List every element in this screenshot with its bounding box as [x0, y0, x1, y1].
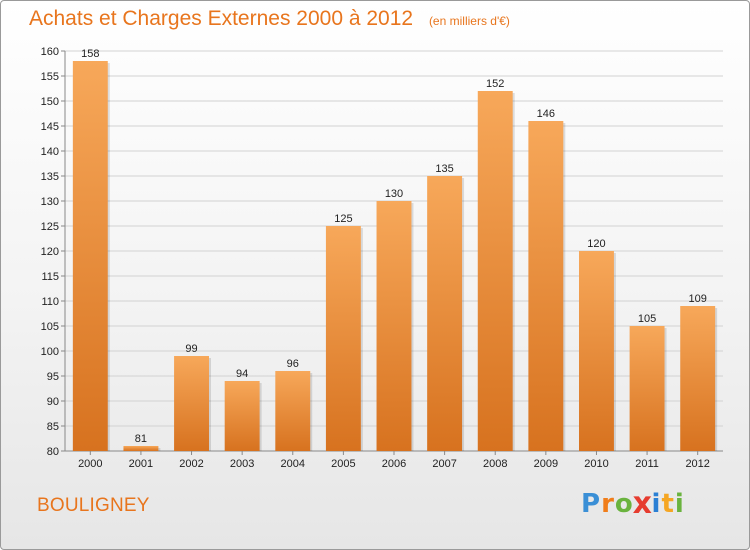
x-tick-label: 2003	[230, 458, 254, 470]
bar	[477, 91, 513, 451]
y-tick-label: 145	[41, 121, 59, 133]
chart-title: Achats et Charges Externes 2000 à 2012 (…	[29, 7, 510, 31]
x-tick-label: 2000	[78, 458, 102, 470]
x-tick-label: 2006	[382, 458, 406, 470]
x-tick-label: 2007	[432, 458, 456, 470]
bar-value-label: 130	[385, 188, 403, 200]
x-tick-label: 2009	[534, 458, 558, 470]
y-tick-label: 160	[41, 46, 59, 58]
bar-value-label: 146	[537, 108, 555, 120]
y-tick-label: 120	[41, 246, 59, 258]
y-tick-label: 115	[41, 271, 59, 283]
y-tick-label: 85	[47, 421, 59, 433]
bar	[629, 326, 665, 451]
bar-value-label: 158	[81, 48, 99, 60]
bar-value-label: 125	[334, 213, 352, 225]
y-tick-label: 95	[47, 371, 59, 383]
logo-letter: t	[661, 489, 675, 519]
x-tick-label: 2001	[129, 458, 153, 470]
logo-letter: r	[601, 489, 615, 519]
y-tick-label: 140	[41, 146, 59, 158]
logo-letter: P	[581, 489, 602, 519]
y-tick-label: 110	[41, 296, 59, 308]
bar-value-label: 152	[486, 78, 504, 90]
y-tick-label: 105	[41, 321, 59, 333]
bar-value-label: 135	[435, 163, 453, 175]
y-tick-label: 125	[41, 221, 59, 233]
bar-value-label: 96	[287, 358, 299, 370]
title-text: Achats et Charges Externes 2000 à 2012	[29, 7, 414, 30]
logo-letter: o	[614, 489, 634, 519]
commune-name: BOULIGNEY	[37, 495, 150, 516]
y-tick-label: 135	[41, 171, 59, 183]
logo-letter: i	[651, 489, 662, 519]
bar-value-label: 105	[638, 313, 656, 325]
bar	[275, 371, 311, 451]
bars: 158 81 99 94 96 125 130 135 152 146 120 105 109	[72, 48, 718, 451]
y-tick-label: 130	[41, 196, 59, 208]
bar-value-label: 109	[689, 293, 707, 305]
proxiti-logo[interactable]: Proxiti	[581, 486, 685, 522]
bar	[578, 251, 614, 451]
bar	[224, 381, 260, 451]
bar	[528, 121, 564, 451]
bar	[680, 306, 716, 451]
bar	[123, 446, 159, 451]
bar-value-label: 94	[236, 368, 248, 380]
bar-value-label: 81	[135, 433, 147, 445]
chart-subtitle: (en milliers d'€)	[428, 14, 510, 28]
bar	[72, 61, 108, 451]
bar	[427, 176, 463, 451]
y-tick-label: 155	[41, 71, 59, 83]
x-tick-labels: 2000 2001 2002 2003 2004 2005 2006 2007 2008 2009…	[78, 451, 710, 470]
y-tick-label: 80	[47, 446, 59, 458]
bar-value-label: 120	[587, 238, 605, 250]
bar-value-label: 99	[185, 343, 197, 355]
x-tick-label: 2005	[331, 458, 355, 470]
bar	[325, 226, 361, 451]
y-tick-labels: 80 85 90 95 100 105 110 115 120 125 130 135 140 145 15…	[41, 46, 59, 458]
bar	[174, 356, 210, 451]
logo-letter: x	[632, 486, 653, 522]
x-tick-label: 2002	[179, 458, 203, 470]
bar	[376, 201, 412, 451]
y-tick-label: 90	[47, 396, 59, 408]
x-tick-label: 2008	[483, 458, 507, 470]
y-tick-label: 150	[41, 96, 59, 108]
y-tick-label: 100	[41, 346, 59, 358]
x-tick-label: 2011	[635, 458, 659, 470]
logo-letter: i	[674, 489, 685, 519]
x-tick-label: 2010	[584, 458, 608, 470]
x-tick-label: 2012	[685, 458, 709, 470]
x-tick-label: 2004	[281, 458, 305, 470]
